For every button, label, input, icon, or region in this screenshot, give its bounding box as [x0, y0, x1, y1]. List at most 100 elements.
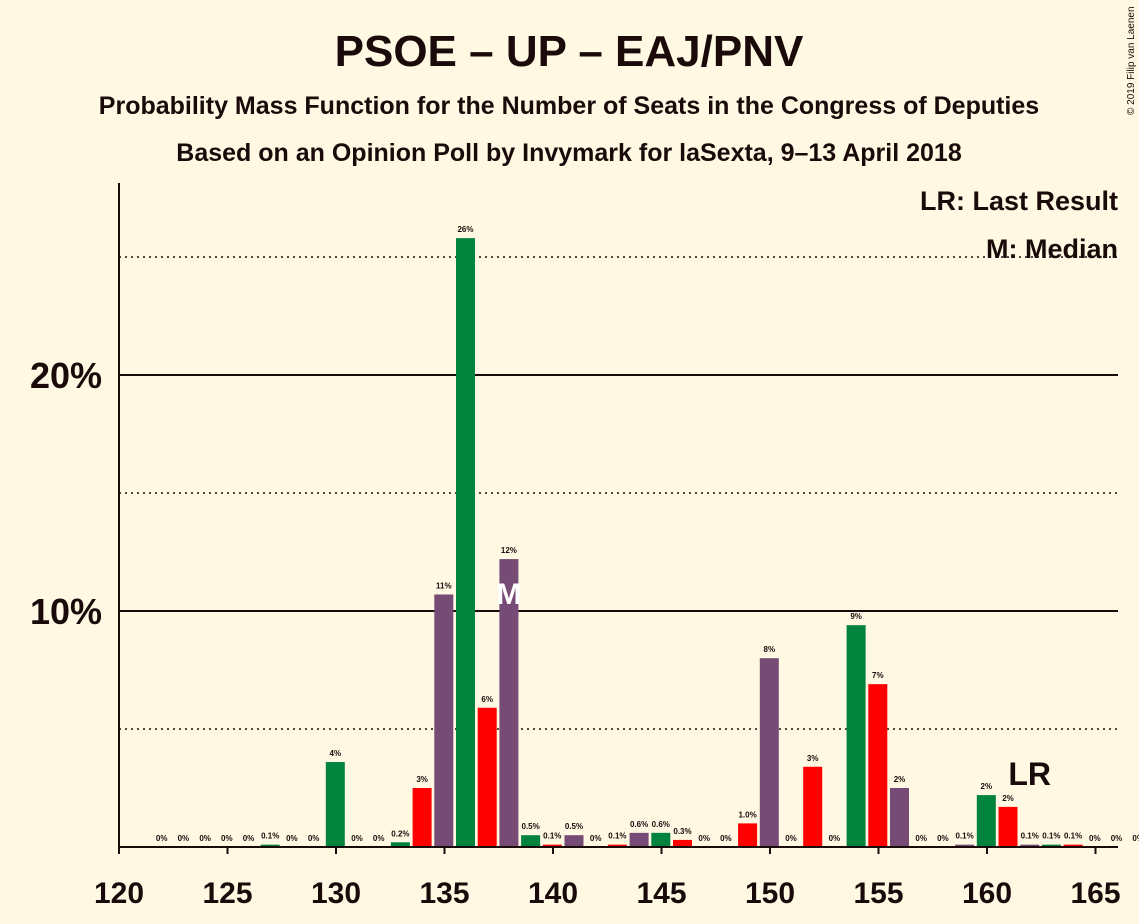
bar-162	[1041, 844, 1061, 847]
legend-median: M: Median	[986, 234, 1118, 264]
x-tick-label-165: 165	[1070, 877, 1120, 910]
bar-139	[542, 844, 562, 847]
x-tick-label-150: 150	[745, 877, 795, 910]
x-tick-label-125: 125	[202, 877, 252, 910]
bar-134	[434, 594, 454, 847]
x-tick-label-160: 160	[962, 877, 1012, 910]
bar-161	[1020, 844, 1040, 847]
bar-label-149: 8%	[764, 645, 776, 654]
bar-label-126: 0.1%	[261, 832, 279, 841]
bar-label-141: 0%	[590, 834, 602, 843]
x-tick-label-120: 120	[94, 877, 144, 910]
bar-136	[477, 707, 497, 847]
bar-label-159: 2%	[981, 782, 993, 791]
bar-label-153: 9%	[850, 612, 862, 621]
x-tick-labels: 120 125 130 135 140 145 150 155 160 165	[94, 877, 1121, 910]
bar-155	[890, 788, 909, 847]
bar-label-127: 0%	[286, 834, 298, 843]
bar-label-164: 0%	[1089, 834, 1101, 843]
bar-label-135: 26%	[457, 225, 473, 234]
copyright-text: © 2019 Filip van Laenen	[1126, 6, 1137, 115]
bar-label-157: 0%	[937, 834, 949, 843]
bar-label-158: 0.1%	[955, 832, 973, 841]
bar-label-165: 0%	[1111, 834, 1123, 843]
bar-label-131: 0%	[373, 834, 385, 843]
bar-143	[629, 832, 649, 847]
median-marker: M	[496, 578, 521, 611]
bar-label-128: 0%	[308, 834, 320, 843]
bar-label-137: 12%	[501, 546, 517, 555]
bar-label-130: 0%	[351, 834, 363, 843]
bar-labels: 0% 0% 0% 0% 0% 0.1% 0% 0% 4% 0% 0% 0.2% 3% 11% 26% 6% 12…	[156, 225, 1139, 843]
bar-label-160: 2%	[1002, 794, 1014, 803]
bar-132	[390, 842, 410, 847]
bar-label-134: 11%	[436, 581, 452, 590]
bar-140	[564, 835, 584, 847]
bar-137	[499, 559, 519, 847]
bar-144	[651, 832, 671, 847]
bar-label-166: 0%	[1132, 834, 1139, 843]
last-result-marker: LR	[1008, 756, 1051, 792]
bar-158	[955, 844, 975, 847]
x-tick-label-155: 155	[853, 877, 903, 910]
y-tick-label-10: 10%	[30, 591, 102, 632]
bar-142	[607, 844, 627, 847]
bar-159	[976, 795, 996, 847]
bar-129	[325, 762, 345, 847]
bar-126	[260, 844, 280, 847]
bar-label-143: 0.6%	[630, 820, 648, 829]
bar-label-122: 0%	[178, 834, 190, 843]
bar-label-148: 1.0%	[738, 810, 756, 819]
bar-label-121: 0%	[156, 834, 168, 843]
x-tick-label-130: 130	[311, 877, 361, 910]
axes	[118, 183, 1118, 854]
bar-label-161: 0.1%	[1021, 832, 1039, 841]
bar-label-132: 0.2%	[391, 829, 409, 838]
y-tick-label-20: 20%	[30, 355, 102, 396]
chart-title: PSOE – UP – EAJ/PNV	[335, 27, 804, 76]
y-tick-labels: 10% 20%	[30, 355, 102, 632]
bars	[260, 238, 1083, 847]
bar-label-123: 0%	[199, 834, 211, 843]
chart-subtitle-2: Based on an Opinion Poll by Invymark for…	[176, 139, 962, 167]
bar-145	[673, 839, 692, 847]
bar-label-163: 0.1%	[1064, 832, 1082, 841]
bar-135	[456, 238, 475, 847]
bar-label-139: 0.1%	[543, 832, 561, 841]
bar-label-144: 0.6%	[652, 820, 670, 829]
bar-153	[846, 625, 866, 847]
bar-label-155: 2%	[894, 775, 906, 784]
bar-label-152: 0%	[829, 834, 841, 843]
bar-149	[759, 658, 779, 847]
chart-subtitle: Probability Mass Function for the Number…	[99, 92, 1039, 120]
x-tick-label-145: 145	[636, 877, 686, 910]
x-tick-label-135: 135	[419, 877, 469, 910]
bar-label-138: 0.5%	[521, 822, 539, 831]
bar-label-147: 0%	[720, 834, 732, 843]
bar-label-145: 0.3%	[673, 827, 691, 836]
bar-label-156: 0%	[915, 834, 927, 843]
annotations: M LR	[496, 578, 1051, 792]
grid-lines	[119, 256, 1118, 730]
bar-151	[803, 766, 823, 847]
x-tick-label-140: 140	[528, 877, 578, 910]
bar-163	[1063, 844, 1083, 847]
bar-label-150: 0%	[785, 834, 797, 843]
bar-label-162: 0.1%	[1042, 832, 1060, 841]
bar-label-125: 0%	[243, 834, 255, 843]
bar-label-146: 0%	[698, 834, 710, 843]
bar-label-140: 0.5%	[565, 822, 583, 831]
bar-label-154: 7%	[872, 671, 884, 680]
legend-last-result: LR: Last Result	[920, 186, 1118, 216]
bar-148	[738, 823, 758, 847]
bar-154	[868, 684, 888, 847]
bar-label-124: 0%	[221, 834, 233, 843]
bar-label-151: 3%	[807, 754, 819, 763]
bar-160	[998, 806, 1018, 847]
bar-label-136: 6%	[481, 695, 493, 704]
bar-label-129: 4%	[330, 749, 342, 758]
bar-138	[521, 835, 541, 847]
bar-133	[412, 788, 432, 847]
bar-label-133: 3%	[416, 775, 428, 784]
